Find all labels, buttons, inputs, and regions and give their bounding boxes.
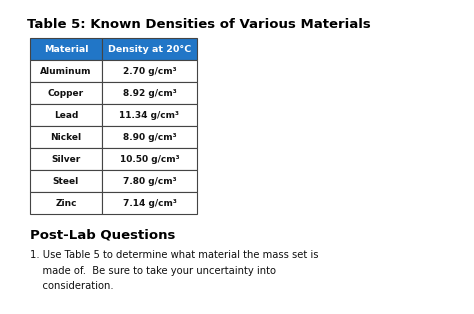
Text: 7.14 g/cm³: 7.14 g/cm³ (123, 198, 176, 208)
Text: 1. Use Table 5 to determine what material the mass set is
    made of.  Be sure : 1. Use Table 5 to determine what materia… (30, 250, 319, 291)
Bar (30, 126, 102, 148)
Bar (102, 104, 197, 126)
Text: Table 5: Known Densities of Various Materials: Table 5: Known Densities of Various Mate… (27, 18, 371, 31)
Bar (102, 38, 197, 60)
Bar (30, 148, 102, 170)
Text: 11.34 g/cm³: 11.34 g/cm³ (119, 111, 180, 120)
Text: Zinc: Zinc (55, 198, 77, 208)
Bar (30, 170, 102, 192)
Text: Lead: Lead (54, 111, 78, 120)
Bar (102, 82, 197, 104)
Text: Material: Material (44, 45, 88, 53)
Bar (30, 60, 102, 82)
Text: Post-Lab Questions: Post-Lab Questions (30, 228, 175, 241)
Bar (102, 170, 197, 192)
Bar (102, 126, 197, 148)
Text: Density at 20°C: Density at 20°C (108, 45, 191, 53)
Text: 8.90 g/cm³: 8.90 g/cm³ (123, 133, 176, 142)
Bar (30, 82, 102, 104)
Text: Silver: Silver (51, 154, 81, 164)
Text: Aluminum: Aluminum (40, 67, 92, 75)
Bar (102, 192, 197, 214)
Text: Steel: Steel (53, 176, 79, 186)
Text: 8.92 g/cm³: 8.92 g/cm³ (123, 89, 176, 98)
Text: Nickel: Nickel (50, 133, 82, 142)
Text: 2.70 g/cm³: 2.70 g/cm³ (123, 67, 176, 75)
Bar (102, 60, 197, 82)
Text: 7.80 g/cm³: 7.80 g/cm³ (123, 176, 176, 186)
Text: Copper: Copper (48, 89, 84, 98)
Bar (102, 148, 197, 170)
Bar (30, 192, 102, 214)
Text: 10.50 g/cm³: 10.50 g/cm³ (120, 154, 179, 164)
Bar (30, 104, 102, 126)
Bar (30, 38, 102, 60)
